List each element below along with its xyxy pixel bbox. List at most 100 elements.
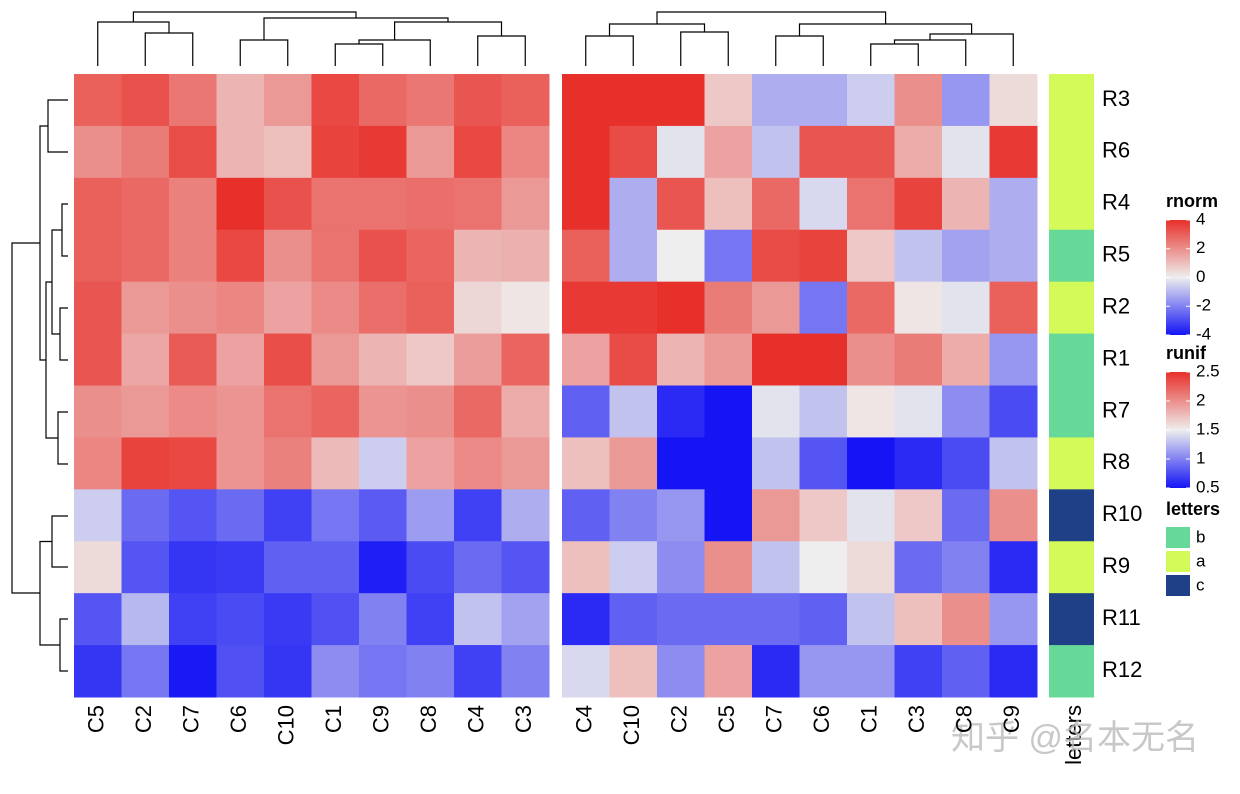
heatmap-cell bbox=[609, 177, 658, 231]
heatmap-cell bbox=[942, 177, 990, 231]
heatmap-cell bbox=[74, 229, 122, 283]
heatmap-cell bbox=[894, 541, 943, 594]
column-label: C9 bbox=[999, 705, 1024, 733]
heatmap-cell bbox=[169, 437, 217, 490]
heatmap-cell bbox=[454, 125, 502, 179]
heatmap-cell bbox=[562, 541, 610, 594]
heatmap-cell bbox=[657, 645, 705, 698]
row-label: R9 bbox=[1102, 553, 1130, 578]
heatmap-cell bbox=[562, 281, 610, 335]
heatmap-cell bbox=[264, 437, 312, 490]
heatmap-cell bbox=[264, 593, 312, 646]
annotation-label: letters bbox=[1061, 705, 1086, 765]
heatmap-cell bbox=[169, 489, 217, 542]
heatmap-cell bbox=[121, 489, 170, 542]
column-label: C10 bbox=[274, 705, 299, 745]
heatmap-cell bbox=[847, 229, 895, 283]
heatmap-cell bbox=[989, 229, 1038, 283]
heatmap-cell bbox=[169, 385, 217, 438]
heatmap-cell bbox=[121, 229, 170, 283]
row-label: R1 bbox=[1102, 345, 1130, 370]
heatmap-cell bbox=[501, 437, 550, 490]
heatmap-cell bbox=[704, 74, 753, 127]
heatmap-cell bbox=[704, 489, 753, 542]
heatmap-cell bbox=[942, 333, 990, 386]
heatmap-cell bbox=[847, 489, 895, 542]
heatmap-cell bbox=[989, 177, 1038, 231]
column-dendrogram-left bbox=[97, 11, 526, 66]
heatmap-cell bbox=[562, 125, 610, 179]
heatmap-cell bbox=[501, 333, 550, 386]
column-label: C9 bbox=[369, 705, 394, 733]
row-label: R5 bbox=[1102, 242, 1130, 267]
heatmap-cell bbox=[406, 489, 455, 542]
heatmap-cell bbox=[359, 177, 407, 231]
heatmap-cell bbox=[121, 74, 170, 127]
heatmap-cell bbox=[216, 541, 265, 594]
legend-label: a bbox=[1196, 551, 1206, 570]
heatmap-cell bbox=[406, 593, 455, 646]
annotation-cell bbox=[1049, 333, 1094, 386]
heatmap-cell bbox=[562, 74, 610, 127]
heatmap-cell bbox=[657, 489, 705, 542]
heatmap-cell bbox=[657, 177, 705, 231]
heatmap-cell bbox=[454, 437, 502, 490]
heatmap-cell bbox=[501, 593, 550, 646]
heatmap-cell bbox=[311, 645, 360, 698]
heatmap-cell bbox=[359, 333, 407, 386]
heatmap-cell bbox=[847, 333, 895, 386]
heatmap-cell bbox=[406, 385, 455, 438]
legend-title: runif bbox=[1166, 343, 1207, 363]
heatmap-cell bbox=[501, 229, 550, 283]
heatmap-cell bbox=[704, 645, 753, 698]
column-label: C6 bbox=[809, 705, 834, 733]
heatmap-cell bbox=[169, 74, 217, 127]
annotation-cell bbox=[1049, 385, 1094, 438]
heatmap-cell bbox=[799, 125, 848, 179]
annotation-cell bbox=[1049, 74, 1094, 127]
heatmap-cell bbox=[169, 229, 217, 283]
heatmap-cell bbox=[74, 645, 122, 698]
heatmap-cell bbox=[704, 125, 753, 179]
heatmap-cell bbox=[454, 645, 502, 698]
watermark: 知乎 @名本无名 bbox=[951, 719, 1199, 757]
row-label: R7 bbox=[1102, 397, 1130, 422]
heatmap-cell bbox=[216, 229, 265, 283]
heatmap-cell bbox=[121, 125, 170, 179]
heatmap-cell bbox=[657, 541, 705, 594]
legend-label: c bbox=[1196, 575, 1205, 594]
heatmap-cell bbox=[704, 229, 753, 283]
heatmap-cell bbox=[454, 593, 502, 646]
heatmap-cell bbox=[894, 229, 943, 283]
annotation-cell bbox=[1049, 281, 1094, 335]
heatmap-cell bbox=[752, 177, 800, 231]
heatmap-cell bbox=[264, 177, 312, 231]
heatmap-cell bbox=[216, 125, 265, 179]
row-label: R3 bbox=[1102, 86, 1130, 111]
heatmap-cell bbox=[799, 437, 848, 490]
heatmap-cell bbox=[799, 177, 848, 231]
heatmap-cell bbox=[169, 281, 217, 335]
row-label: R10 bbox=[1102, 501, 1142, 526]
heatmap-cell bbox=[216, 74, 265, 127]
heatmap-cell bbox=[74, 125, 122, 179]
column-label: C6 bbox=[226, 705, 251, 733]
heatmap-cell bbox=[942, 125, 990, 179]
heatmap-cell bbox=[406, 229, 455, 283]
heatmap-cell bbox=[847, 125, 895, 179]
heatmap-cell bbox=[216, 489, 265, 542]
heatmap-cell bbox=[609, 333, 658, 386]
heatmap-cell bbox=[501, 281, 550, 335]
heatmap-cell bbox=[311, 593, 360, 646]
heatmap-cell bbox=[264, 489, 312, 542]
heatmap-cell bbox=[942, 229, 990, 283]
heatmap-cell bbox=[847, 385, 895, 438]
heatmap-cell bbox=[942, 593, 990, 646]
row-label: R4 bbox=[1102, 190, 1130, 215]
heatmap-cell bbox=[501, 125, 550, 179]
heatmap-cell bbox=[657, 281, 705, 335]
heatmap-cell bbox=[799, 385, 848, 438]
heatmap-cell bbox=[264, 74, 312, 127]
heatmap-cell bbox=[406, 333, 455, 386]
